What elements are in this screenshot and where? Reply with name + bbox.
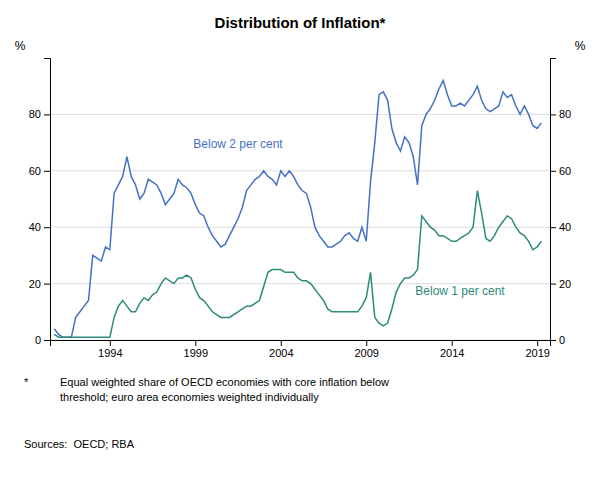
- tick-mark: [44, 284, 50, 285]
- series-line: [54, 191, 541, 338]
- tick-mark: [44, 171, 50, 172]
- series-label: Below 2 per cent: [193, 137, 283, 151]
- tick-label: 60: [29, 165, 41, 177]
- tick-label: 0: [559, 334, 565, 346]
- tick-mark: [550, 114, 556, 115]
- tick-label: 80: [559, 108, 571, 120]
- tick-label: 80: [29, 108, 41, 120]
- sources: Sources: OECD; RBA: [24, 438, 135, 450]
- tick: 0: [35, 334, 50, 346]
- tick-label: 2004: [269, 347, 293, 359]
- y2-axis-label: %: [575, 39, 586, 53]
- tick: 20: [550, 278, 571, 290]
- tick-mark: [537, 340, 538, 346]
- footnote: Equal weighted share of OECD economies w…: [60, 376, 389, 388]
- footnote-marker: *: [24, 376, 29, 388]
- grid-line: [50, 114, 550, 115]
- x-axis-line: [51, 341, 551, 347]
- tick: 20: [29, 278, 50, 290]
- tick: 1999: [184, 340, 208, 359]
- tick: 80: [550, 108, 571, 120]
- chart: 1994 1999 2004 2009 2014 2019 0 20 40 60 80 0 20 40 60…: [0, 0, 600, 482]
- tick-label: 40: [559, 221, 571, 233]
- title: Distribution of Inflation*: [215, 14, 386, 31]
- tick-mark: [195, 340, 196, 346]
- y2-axis-line: [551, 59, 557, 341]
- tick-mark: [550, 340, 556, 341]
- tick-mark: [366, 340, 367, 346]
- series-line: [54, 81, 541, 338]
- tick: 60: [550, 165, 571, 177]
- tick-mark: [110, 340, 111, 346]
- y2-axis: 0 20 40 60 80: [550, 59, 571, 347]
- tick: 60: [29, 165, 50, 177]
- tick-label: 2014: [440, 347, 464, 359]
- grid-line: [50, 170, 550, 171]
- tick-label: 2019: [525, 347, 549, 359]
- x-axis: 1994 1999 2004 2009 2014 2019: [51, 340, 551, 359]
- tick: 2014: [440, 340, 464, 359]
- tick-label: 40: [29, 221, 41, 233]
- tick-label: 20: [29, 278, 41, 290]
- grid: [50, 114, 550, 340]
- tick: 80: [29, 108, 50, 120]
- tick-label: 1999: [184, 347, 208, 359]
- grid-line: [50, 227, 550, 228]
- plot: 1994 1999 2004 2009 2014 2019 0 20 40 60 80 0 20 40 60…: [15, 39, 586, 359]
- series-label: Below 1 per cent: [415, 284, 505, 298]
- tick: 2004: [269, 340, 293, 359]
- tick-mark: [281, 340, 282, 346]
- tick-label: 0: [35, 334, 41, 346]
- tick-mark: [550, 284, 556, 285]
- tick: 40: [550, 221, 571, 233]
- tick-mark: [550, 171, 556, 172]
- tick: 2009: [354, 340, 378, 359]
- tick-label: 60: [559, 165, 571, 177]
- tick: 1994: [98, 340, 122, 359]
- tick-mark: [44, 227, 50, 228]
- y-axis-label: %: [15, 39, 26, 53]
- tick: 2019: [525, 340, 549, 359]
- tick-label: 20: [559, 278, 571, 290]
- tick-mark: [44, 114, 50, 115]
- tick-mark: [452, 340, 453, 346]
- tick-label: 1994: [98, 347, 122, 359]
- tick: 0: [550, 334, 565, 346]
- lines: [54, 81, 541, 338]
- tick-label: 2009: [354, 347, 378, 359]
- footnote: threshold; euro area economies weighted …: [60, 391, 319, 403]
- tick-mark: [44, 340, 50, 341]
- y-axis: 0 20 40 60 80: [29, 59, 51, 347]
- tick-mark: [550, 227, 556, 228]
- tick: 40: [29, 221, 50, 233]
- y-axis-line: [44, 59, 51, 341]
